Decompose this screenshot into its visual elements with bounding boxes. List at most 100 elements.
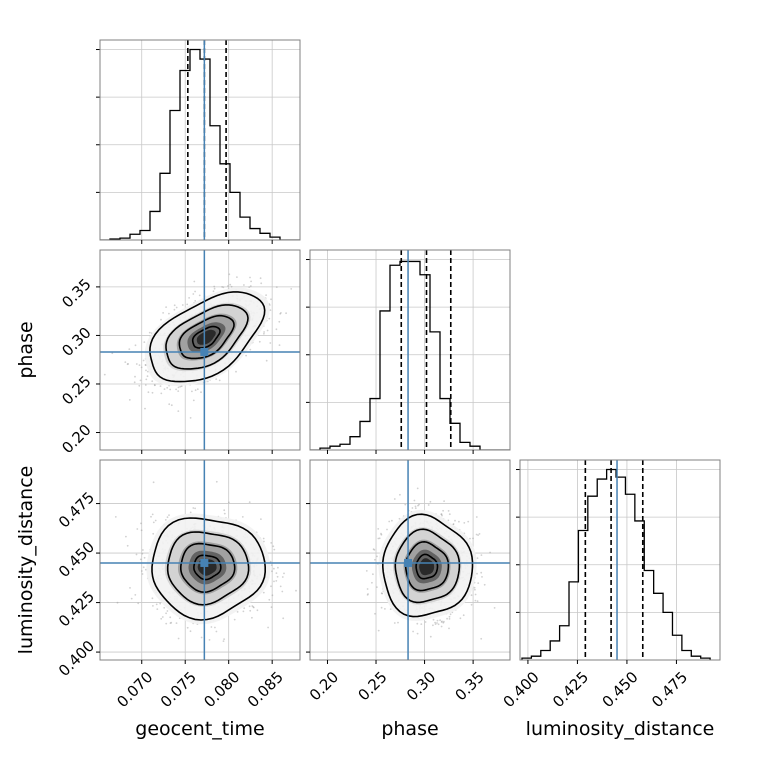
sample-point xyxy=(440,513,443,516)
sample-point xyxy=(227,285,229,287)
x-tick-label: 0.080 xyxy=(200,668,243,711)
contour-line xyxy=(193,554,222,581)
sample-point xyxy=(483,583,486,586)
sample-point xyxy=(186,626,189,629)
sample-point xyxy=(277,566,279,569)
histogram-panel-luminosity_distance xyxy=(520,460,720,660)
sample-point xyxy=(386,528,388,531)
sample-point xyxy=(377,537,380,540)
sample-point xyxy=(140,522,142,525)
sample-point xyxy=(168,514,170,516)
sample-point xyxy=(151,513,154,516)
y-axis-label-luminosity_distance: luminosity_distance xyxy=(15,466,37,655)
sample-point xyxy=(114,516,117,518)
sample-point xyxy=(192,399,195,402)
contour-line xyxy=(415,553,439,580)
sample-point xyxy=(366,594,369,596)
sample-point xyxy=(367,593,369,595)
sample-point xyxy=(458,520,460,523)
sample-point xyxy=(489,551,491,554)
sample-point xyxy=(416,632,419,635)
axes-frame xyxy=(309,249,511,451)
sample-point xyxy=(145,369,147,372)
sample-point xyxy=(243,607,246,610)
sample-point xyxy=(270,564,273,566)
sample-point xyxy=(179,385,182,388)
sample-point xyxy=(393,498,396,500)
sample-point xyxy=(194,300,197,302)
sample-point xyxy=(145,378,148,381)
sample-point xyxy=(252,606,255,608)
sample-point xyxy=(462,614,465,617)
sample-point xyxy=(470,603,473,606)
sample-point xyxy=(381,592,383,595)
sample-point xyxy=(186,303,189,306)
sample-point xyxy=(266,329,269,332)
sample-point xyxy=(278,320,281,323)
x-tick-label: 0.30 xyxy=(403,668,439,704)
sample-point xyxy=(416,487,419,490)
sample-point xyxy=(380,532,382,535)
sample-point xyxy=(248,501,251,503)
sample-point xyxy=(441,620,443,623)
sample-point xyxy=(270,298,272,301)
sample-point xyxy=(138,384,141,387)
sample-point xyxy=(241,516,244,518)
sample-point xyxy=(378,537,381,540)
sample-point xyxy=(377,528,380,530)
sample-point xyxy=(153,384,156,386)
sample-point xyxy=(371,581,373,584)
sample-point xyxy=(143,556,146,559)
contour-line xyxy=(149,291,266,383)
sample-point xyxy=(189,417,192,419)
density-panel-phase-vs-luminosity_distance xyxy=(310,460,519,660)
sample-point xyxy=(270,585,272,588)
sample-point xyxy=(194,389,197,392)
sample-point xyxy=(376,586,378,588)
sample-point xyxy=(374,612,376,615)
contour-line xyxy=(165,304,249,370)
sample-point xyxy=(147,391,150,394)
sample-point xyxy=(218,379,221,382)
sample-point xyxy=(259,277,262,280)
sample-point xyxy=(417,504,419,507)
sample-point xyxy=(263,332,265,335)
sample-point xyxy=(517,588,519,590)
sample-point xyxy=(177,637,180,640)
sample-point xyxy=(213,287,216,290)
sample-point xyxy=(156,608,159,610)
sample-point xyxy=(159,385,162,387)
sample-point xyxy=(168,403,171,406)
sample-point xyxy=(447,510,450,512)
sample-point xyxy=(236,611,239,613)
sample-point xyxy=(446,617,448,620)
sample-point xyxy=(258,340,261,343)
sample-point xyxy=(229,283,232,286)
sample-point xyxy=(192,507,195,509)
sample-point xyxy=(235,370,237,373)
sample-point xyxy=(454,519,456,522)
sample-point xyxy=(263,331,265,333)
sample-point xyxy=(223,638,226,640)
sample-point xyxy=(136,528,139,530)
sample-point xyxy=(480,554,483,556)
sample-point xyxy=(256,609,259,612)
sample-point xyxy=(146,375,149,378)
sample-point xyxy=(391,519,393,522)
sample-point xyxy=(169,616,172,619)
axes-frame xyxy=(99,249,301,451)
sample-point xyxy=(273,548,276,551)
sample-point xyxy=(260,518,262,520)
contour-line xyxy=(191,325,221,349)
sample-point xyxy=(459,617,462,620)
sample-point xyxy=(268,317,271,320)
sample-point xyxy=(434,623,437,625)
sample-point xyxy=(125,535,127,538)
density-panel-geocent_time-vs-luminosity_distance xyxy=(100,460,300,660)
sample-point xyxy=(165,306,168,308)
sample-point xyxy=(270,542,273,544)
sample-point xyxy=(262,537,265,540)
sample-point xyxy=(189,630,192,633)
sample-point xyxy=(162,312,165,314)
sample-point xyxy=(103,373,106,376)
